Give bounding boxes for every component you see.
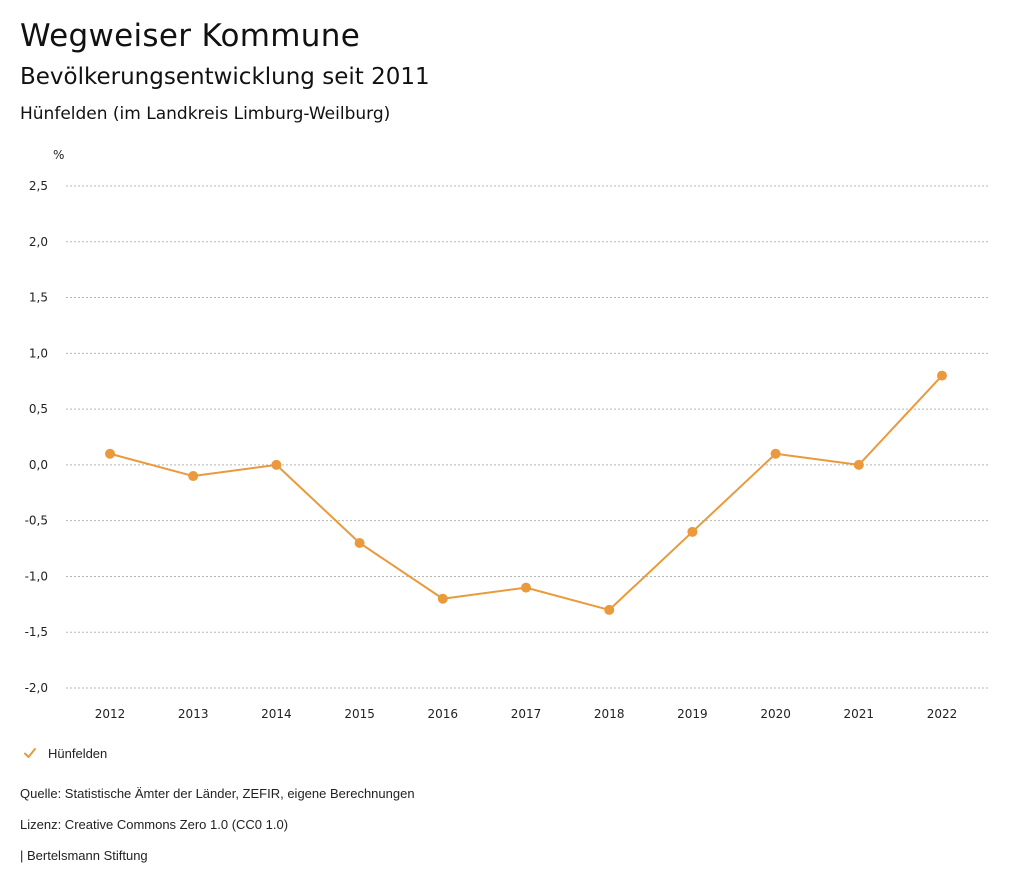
data-point[interactable] (521, 582, 531, 593)
x-tick-label: 2021 (844, 707, 875, 721)
data-point[interactable] (687, 526, 698, 537)
y-tick-label: 0,0 (29, 458, 48, 472)
legend-item-huenfelden[interactable]: Hünfelden (22, 745, 107, 761)
legend-label: Hünfelden (48, 745, 108, 761)
page-title: Wegweiser Kommune (20, 18, 361, 54)
grid-lines (66, 185, 990, 689)
x-tick-label: 2014 (261, 707, 292, 721)
x-tick-label: 2013 (178, 707, 209, 721)
data-point[interactable] (105, 448, 115, 459)
x-tick-label: 2012 (95, 707, 126, 721)
y-axis-unit-label: % (53, 148, 64, 162)
data-point[interactable] (604, 604, 615, 615)
publisher-note: | Bertelsmann Stiftung (20, 848, 148, 863)
data-point[interactable] (853, 459, 864, 470)
check-icon (24, 748, 36, 758)
y-tick-label: -1,0 (25, 569, 48, 583)
y-tick-label: 2,0 (29, 235, 48, 249)
y-axis-ticks: -2,0 -1,5 -1,0 -0,5 0,0 0,5 1,0 1,5 2,0 2,5 (25, 179, 48, 695)
y-tick-label: 2,5 (29, 179, 48, 193)
series-line (109, 374, 943, 611)
x-tick-label: 2019 (677, 707, 708, 721)
y-tick-label: -2,0 (25, 681, 48, 695)
source-note: Quelle: Statistische Ämter der Länder, Z… (20, 786, 415, 801)
x-tick-label: 2022 (927, 707, 958, 721)
data-point[interactable] (937, 370, 947, 381)
license-note: Lizenz: Creative Commons Zero 1.0 (CC0 1… (20, 817, 289, 832)
y-tick-label: 1,0 (29, 346, 48, 360)
data-point[interactable] (437, 593, 448, 604)
y-tick-label: -1,5 (25, 625, 48, 639)
y-tick-label: 1,5 (29, 291, 48, 305)
x-axis-ticks: 2012 2013 2014 2015 2016 2017 2018 2019 2020 2021… (95, 707, 958, 721)
data-point[interactable] (188, 471, 199, 482)
data-point[interactable] (354, 537, 365, 548)
y-tick-label: -0,5 (25, 514, 48, 528)
x-tick-label: 2015 (344, 707, 375, 721)
x-tick-label: 2018 (594, 707, 625, 721)
data-point[interactable] (271, 459, 282, 470)
region-label: Hünfelden (im Landkreis Limburg-Weilburg… (20, 104, 391, 124)
data-point[interactable] (770, 448, 781, 459)
x-tick-label: 2017 (511, 707, 542, 721)
y-tick-label: 0,5 (29, 402, 48, 416)
chart-subtitle: Bevölkerungsentwicklung seit 2011 (20, 64, 430, 90)
x-tick-label: 2016 (428, 707, 459, 721)
x-tick-label: 2020 (760, 707, 791, 721)
series-group (105, 370, 947, 615)
